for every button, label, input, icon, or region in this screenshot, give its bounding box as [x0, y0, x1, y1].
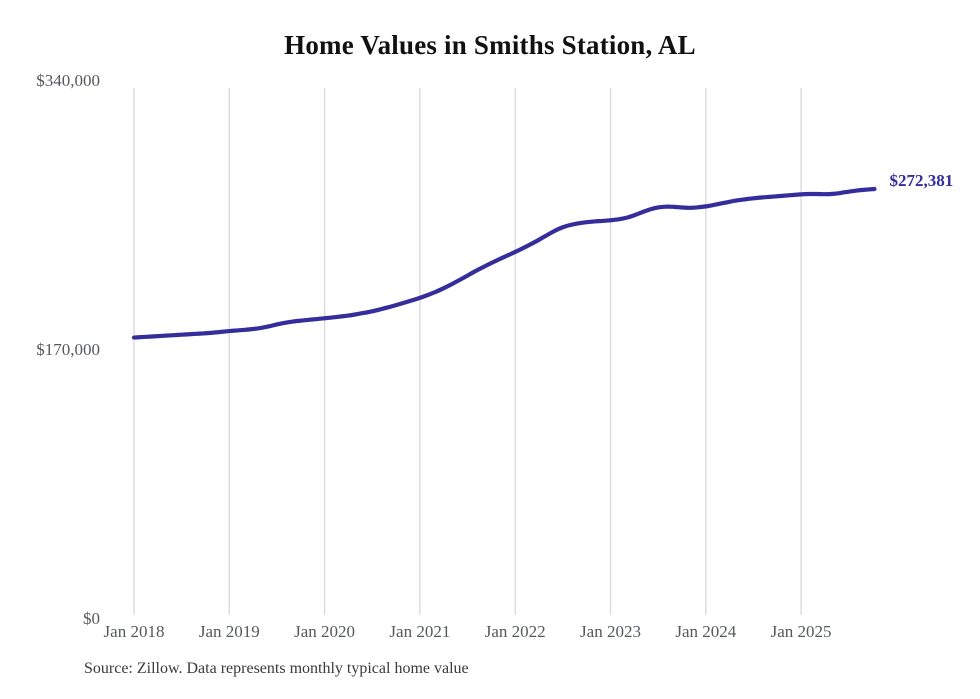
source-note: Source: Zillow. Data represents monthly … [84, 660, 469, 677]
x-tick-label-jan-2018: Jan 2018 [103, 622, 165, 641]
x-tick-label-jan-2020: Jan 2020 [294, 622, 356, 641]
y-tick-label-170000: $170,000 [36, 340, 100, 359]
chart-title: Home Values in Smiths Station, AL [284, 30, 696, 60]
x-tick-label-jan-2023: Jan 2023 [580, 622, 641, 641]
y-tick-label-0: $0 [83, 609, 100, 628]
end-value-annotation: $272,381 [889, 170, 954, 190]
x-tick-label-jan-2022: Jan 2022 [484, 622, 546, 641]
home-value-line [131, 186, 877, 340]
x-tick-label-jan-2021: Jan 2021 [389, 622, 451, 641]
x-tick-label-jan-2019: Jan 2019 [198, 622, 260, 641]
x-gridlines [133, 88, 802, 615]
y-tick-label-340000: $340,000 [36, 71, 100, 90]
x-tick-label-jan-2024: Jan 2024 [675, 622, 737, 641]
x-tick-label-jan-2025: Jan 2025 [770, 622, 832, 641]
